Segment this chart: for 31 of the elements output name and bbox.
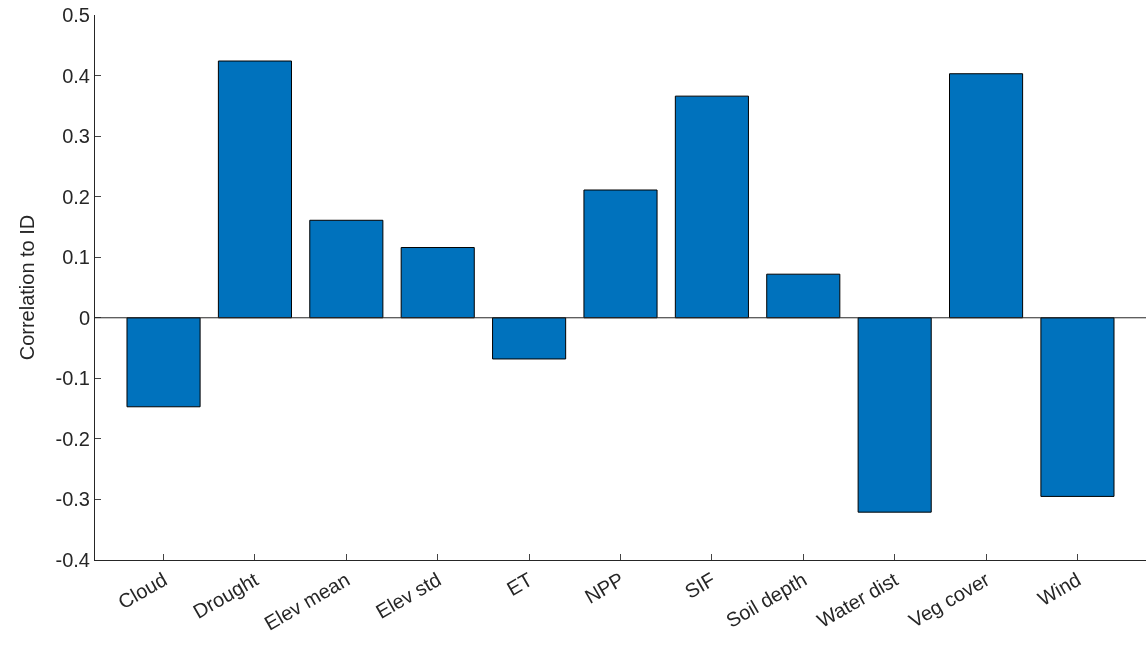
y-tick-label: -0.1: [55, 367, 90, 390]
x-tick-label: NPP: [580, 568, 628, 608]
y-tick-label: -0.3: [55, 488, 90, 511]
y-tick-label: 0: [78, 306, 90, 329]
y-tick-label: 0.3: [62, 125, 90, 148]
x-tick-label: Veg cover: [905, 567, 994, 632]
x-tick-label: Elev std: [372, 568, 445, 623]
bar: [126, 317, 201, 408]
x-tick-label: ET: [502, 568, 537, 600]
x-tick-label: Wind: [1033, 568, 1085, 610]
bar: [400, 247, 475, 319]
bar: [1040, 317, 1115, 497]
x-tick-label: SIF: [680, 568, 719, 603]
y-axis-title: Correlation to ID: [16, 214, 39, 361]
y-tick-label: 0.5: [62, 4, 90, 26]
y-tick-label: 0.2: [62, 185, 90, 208]
bar: [949, 73, 1024, 319]
bar: [674, 95, 749, 319]
y-tick-label: -0.2: [55, 427, 90, 450]
y-tick-label: 0.4: [62, 64, 90, 87]
bar: [492, 317, 567, 360]
bar: [857, 317, 932, 513]
bar: [766, 273, 841, 319]
bar: [309, 219, 384, 319]
y-tick-label: -0.4: [55, 549, 90, 571]
bar: [583, 189, 658, 319]
bar: [217, 60, 292, 319]
y-tick-label: 0.1: [62, 246, 90, 269]
x-tick-label: Elev mean: [260, 568, 354, 635]
x-tick-label: Water dist: [813, 567, 903, 632]
x-tick-label: Soil depth: [722, 568, 811, 632]
